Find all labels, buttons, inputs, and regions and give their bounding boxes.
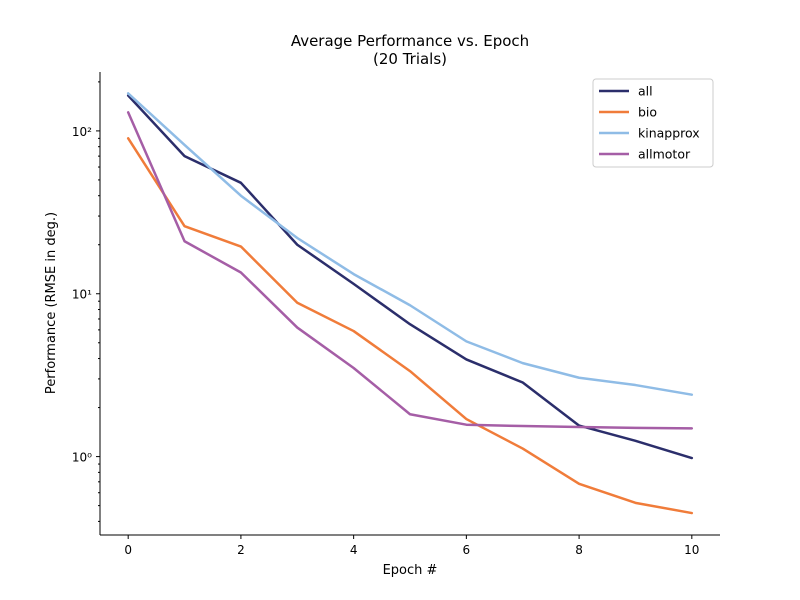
x-tick-label: 8 <box>575 543 583 557</box>
x-tick-label: 6 <box>463 543 471 557</box>
legend-entries: all bio kinapprox allmotor <box>599 84 700 162</box>
legend-label-kinapprox: kinapprox <box>638 126 700 141</box>
series-line-allmotor <box>126 111 694 430</box>
series-line-all <box>126 94 694 460</box>
plot-area: 0 2 4 6 8 10 10⁰ 10¹ 10² <box>72 72 720 557</box>
x-tick-label: 10 <box>684 543 699 557</box>
series-line-bio <box>126 137 694 515</box>
y-tick-label: 10⁰ <box>72 451 92 465</box>
x-tick-label: 2 <box>237 543 245 557</box>
y-tick-label: 10² <box>72 125 92 139</box>
series-lines <box>126 92 694 515</box>
legend-label-allmotor: allmotor <box>638 147 691 162</box>
x-axis-ticks: 0 2 4 6 8 10 <box>124 535 699 557</box>
y-axis-ticks: 10⁰ 10¹ 10² <box>72 81 100 522</box>
chart-title: Average Performance vs. Epoch <box>291 32 529 50</box>
chart-subtitle: (20 Trials) <box>373 50 447 68</box>
legend-label-bio: bio <box>638 105 657 120</box>
series-line-kinapprox <box>126 92 694 396</box>
legend-box <box>592 78 714 168</box>
x-axis-label: Epoch # <box>383 563 438 578</box>
y-tick-label: 10¹ <box>72 288 92 302</box>
x-tick-label: 0 <box>124 543 132 557</box>
y-axis-label: Performance (RMSE in deg.) <box>44 212 59 394</box>
x-tick-label: 4 <box>350 543 358 557</box>
legend-label-all: all <box>638 84 653 99</box>
legend: all bio kinapprox allmotor <box>592 78 714 168</box>
